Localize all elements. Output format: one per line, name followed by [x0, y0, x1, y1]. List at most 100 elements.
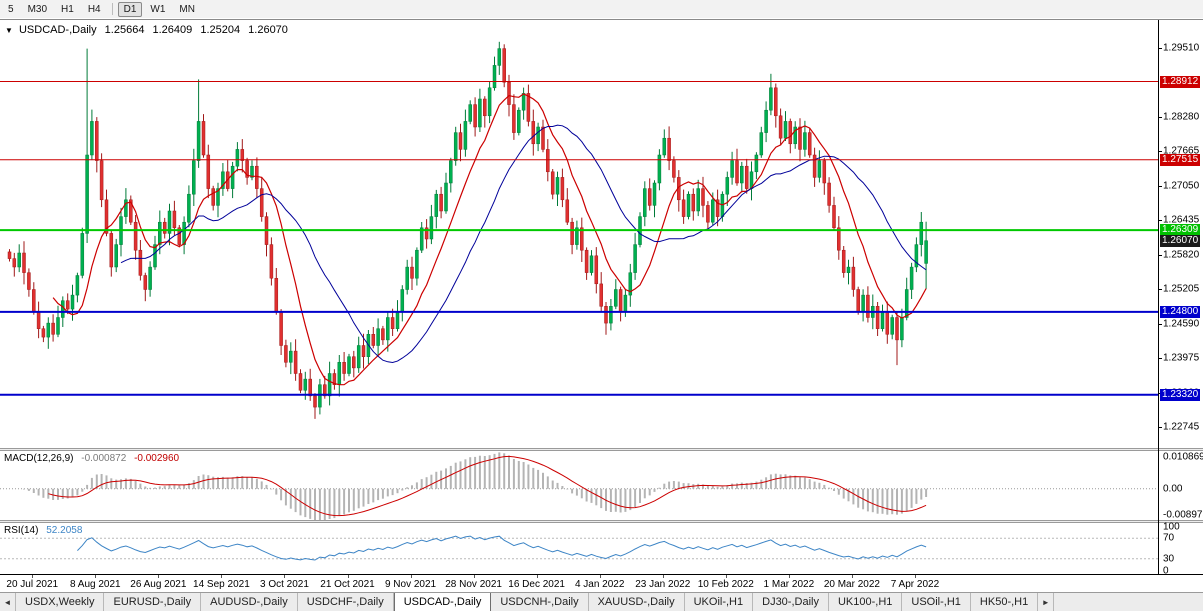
date-tick-mark	[788, 575, 790, 578]
date-tick-mark	[473, 575, 475, 578]
rsi-value: 52.2058	[46, 525, 83, 536]
ohlc-low-value: 1.25204	[200, 24, 241, 36]
timeframe-m5-button[interactable]: 5	[8, 3, 14, 15]
chart-title: ▼ USDCAD-,Daily 1.25664 1.26409 1.25204 …	[5, 24, 293, 36]
price-level-box: 1.27515	[1160, 153, 1201, 166]
price-tick-mark	[1158, 426, 1162, 428]
macd-chart[interactable]	[0, 451, 1158, 520]
timeframe-m30-button[interactable]: M30	[27, 3, 48, 15]
ohlc-high-value: 1.26409	[152, 24, 193, 36]
price-tick-label: 1.25820	[1163, 249, 1200, 261]
chart-tab-usdx-weekly[interactable]: USDX,Weekly	[16, 593, 105, 611]
ma-slow-line	[120, 124, 927, 364]
chart-tab-usoil-h1[interactable]: USOil-,H1	[902, 593, 971, 611]
price-tick-mark	[1158, 358, 1162, 360]
rsi-axis-label: 0	[1163, 565, 1169, 577]
ma-fast-line	[52, 93, 927, 386]
macd-label: MACD(12,26,9) -0.000872 -0.002960	[4, 453, 179, 464]
price-axis-border	[1158, 20, 1159, 575]
chart-collapse-icon[interactable]: ▼	[5, 26, 13, 35]
timeframe-w1-button[interactable]: W1	[150, 3, 166, 15]
macd-main-value: -0.000872	[81, 453, 127, 464]
date-tick-mark	[221, 575, 223, 578]
date-tick-label: 14 Sep 2021	[193, 579, 250, 590]
macd-axis-label: 0.00	[1163, 483, 1183, 495]
chart-tab-usdchf-daily[interactable]: USDCHF-,Daily	[298, 593, 394, 611]
date-tick-mark	[662, 575, 664, 578]
macd-signal-value: -0.002960	[134, 453, 180, 464]
tab-scroll-left-button[interactable]: ◄	[0, 593, 16, 611]
price-level-box: 1.23320	[1160, 388, 1201, 401]
price-tick-mark	[1158, 185, 1162, 187]
date-tick-mark	[95, 575, 97, 578]
date-tick-label: 26 Aug 2021	[130, 579, 187, 590]
price-tick-label: 1.22745	[1163, 421, 1200, 433]
macd-panel[interactable]: MACD(12,26,9) -0.000872 -0.002960	[0, 451, 1158, 520]
date-tick-label: 9 Nov 2021	[384, 579, 437, 590]
chart-tab-audusd-daily[interactable]: AUDUSD-,Daily	[201, 593, 298, 611]
date-tick-mark	[284, 575, 286, 578]
timeframe-d1-button[interactable]: D1	[117, 1, 143, 17]
date-tick-label: 3 Oct 2021	[259, 579, 309, 590]
timeframe-mn-button[interactable]: MN	[179, 3, 195, 15]
date-tick-mark	[410, 575, 412, 578]
price-tick-label: 1.26435	[1163, 214, 1200, 226]
tab-scroll-right-button[interactable]: ►	[1038, 593, 1055, 611]
chart-tab-hk50-h1[interactable]: HK50-,H1	[971, 593, 1039, 611]
candlestick-chart[interactable]	[0, 20, 1158, 448]
ohlc-open-value: 1.25664	[104, 24, 145, 36]
date-tick-label: 21 Oct 2021	[320, 579, 375, 590]
chart-tab-uk100-h1[interactable]: UK100-,H1	[829, 593, 903, 611]
macd-axis-label: 0.010869	[1163, 451, 1203, 463]
rsi-line	[77, 535, 927, 561]
price-tick-label: 1.27665	[1163, 145, 1200, 157]
timeframe-h4-button[interactable]: H4	[87, 3, 101, 15]
date-tick-label: 8 Aug 2021	[69, 579, 121, 590]
price-tick-label: 1.28280	[1163, 111, 1200, 123]
rsi-axis-label: 70	[1163, 532, 1175, 544]
date-axis[interactable]: 20 Jul 2021 8 Aug 2021 26 Aug 2021 14 Sep 2…	[0, 575, 1203, 593]
price-tick-label: 1.24590	[1163, 318, 1200, 330]
rsi-panel[interactable]: RSI(14) 52.2058	[0, 523, 1158, 574]
rsi-axis-label: 30	[1163, 553, 1175, 565]
price-tick-label: 1.25205	[1163, 283, 1200, 295]
price-tick-mark	[1158, 323, 1162, 325]
horizontal-level-lines	[0, 81, 1158, 396]
rsi-label: RSI(14) 52.2058	[4, 525, 82, 536]
price-level-box: 1.26309	[1160, 224, 1201, 237]
date-tick-label: 20 Jul 2021	[6, 579, 59, 590]
price-level-box: 1.28912	[1160, 75, 1201, 88]
price-tick-label: 1.29510	[1163, 42, 1200, 54]
chart-tab-xauusd-daily[interactable]: XAUUSD-,Daily	[589, 593, 685, 611]
date-tick-label: 16 Dec 2021	[508, 579, 565, 590]
chart-tab-dj30-daily[interactable]: DJ30-,Daily	[753, 593, 829, 611]
chart-tab-eurusd-daily[interactable]: EURUSD-,Daily	[104, 593, 202, 611]
chart-tab-usdcad-daily[interactable]: USDCAD-,Daily	[393, 593, 492, 611]
macd-signal-line	[48, 455, 927, 517]
timeframe-h1-button[interactable]: H1	[61, 3, 74, 15]
price-tick-mark	[1158, 48, 1162, 49]
timeframe-toolbar: 5 M30 H1 H4 D1 W1 MN	[0, 0, 1203, 18]
macd-panel-splitter[interactable]	[0, 448, 1203, 451]
rsi-chart[interactable]	[0, 523, 1158, 574]
price-tick-mark	[1158, 254, 1162, 256]
date-tick-label: 20 Mar 2022	[823, 579, 880, 590]
chart-tab-ukoil-h1[interactable]: UKOil-,H1	[685, 593, 754, 611]
date-tick-label: 23 Jan 2022	[635, 579, 691, 590]
date-tick-mark	[914, 575, 916, 578]
chart-frame-line	[0, 574, 1203, 575]
date-tick-mark	[725, 575, 727, 578]
date-tick-label: 4 Jan 2022	[574, 579, 625, 590]
price-level-box: 1.26070	[1160, 234, 1201, 247]
date-tick-mark	[32, 575, 34, 578]
toolbar-separator	[111, 3, 113, 15]
chart-tab-bar: ◄ USDX,Weekly EURUSD-,Daily AUDUSD-,Daily US…	[0, 592, 1203, 611]
rsi-panel-splitter[interactable]	[0, 520, 1203, 523]
price-chart-panel[interactable]: ▼ USDCAD-,Daily 1.25664 1.26409 1.25204 …	[0, 20, 1158, 448]
chart-tab-usdcnh-daily[interactable]: USDCNH-,Daily	[491, 593, 589, 611]
macd-axis-label: -0.008975	[1163, 509, 1203, 521]
date-tick-mark	[536, 575, 538, 578]
candles-layer	[7, 41, 928, 419]
price-tick-mark	[1158, 116, 1162, 118]
